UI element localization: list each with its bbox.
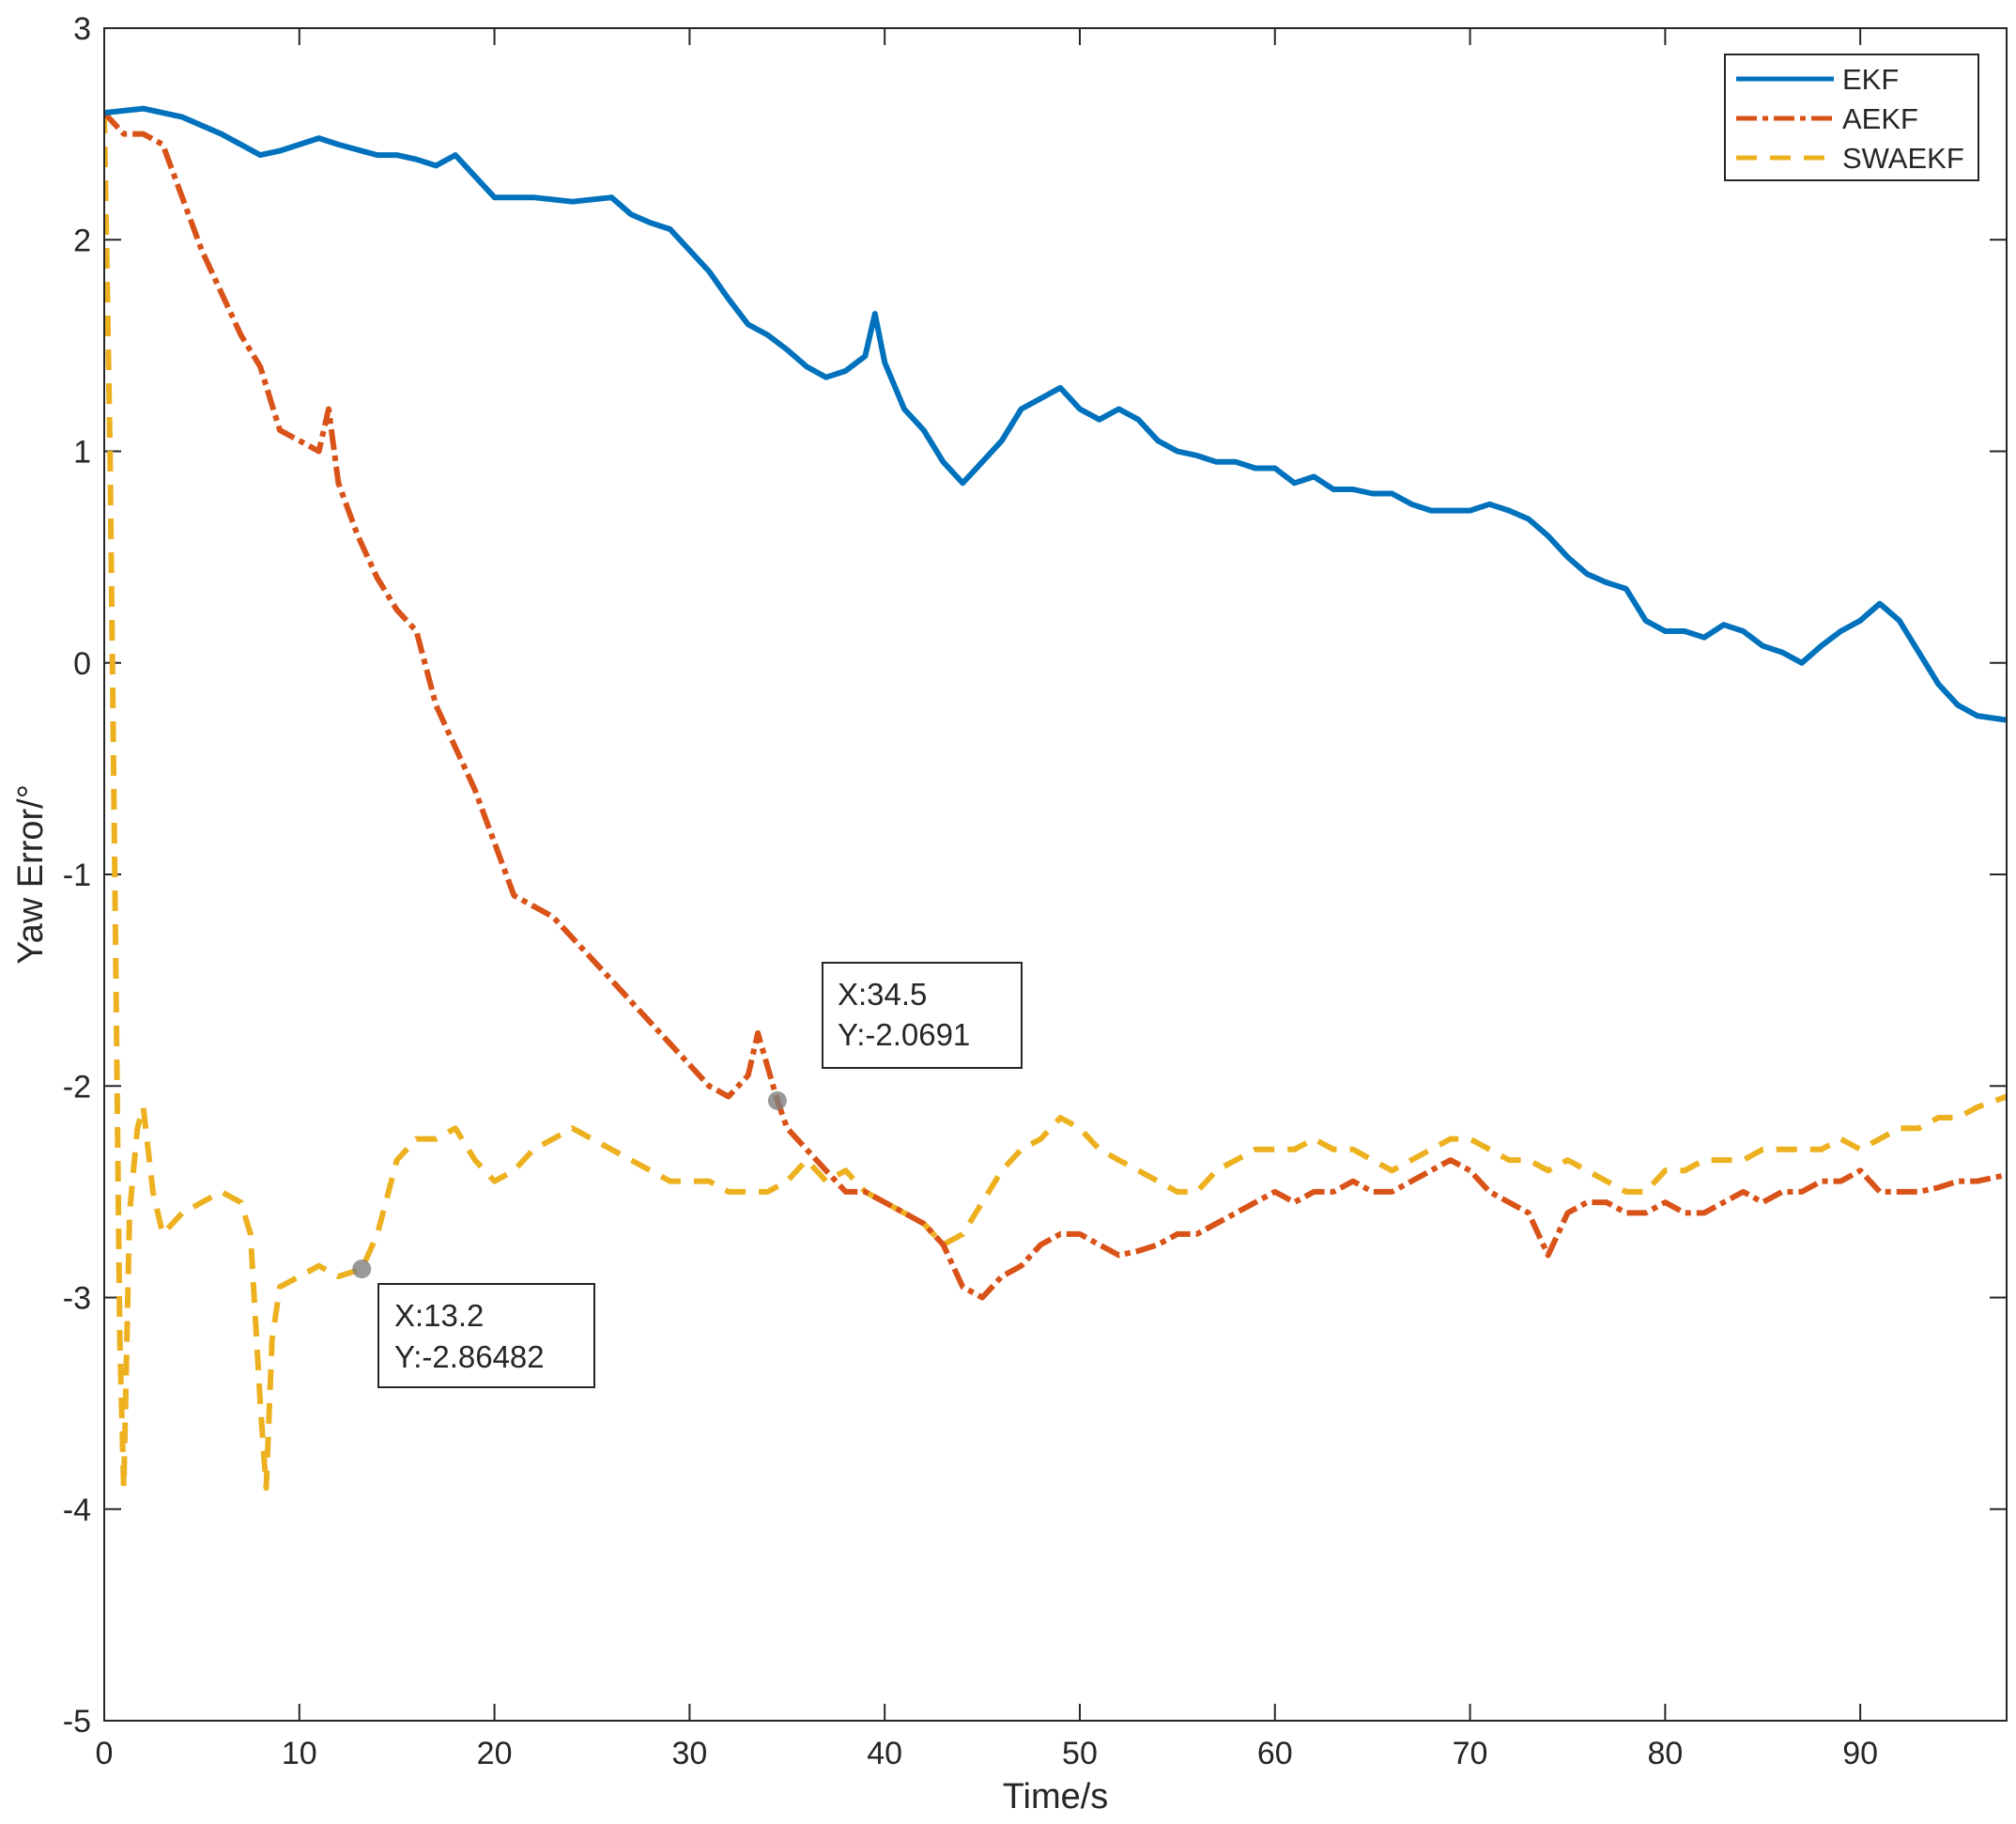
datatip-1-x-label: X:13.2 <box>394 1298 484 1333</box>
plot-frame <box>103 27 2008 1722</box>
x-tick-label-6: 60 <box>1257 1736 1293 1771</box>
datatip-1-y-label: Y:-2.86482 <box>394 1339 545 1374</box>
x-tick-label-2: 20 <box>477 1736 513 1771</box>
x-tick-label-5: 50 <box>1062 1736 1098 1771</box>
legend-label-aekf: AEKF <box>1842 102 1918 135</box>
y-tick-label-5: -2 <box>63 1069 91 1105</box>
x-tick-label-4: 40 <box>867 1736 902 1771</box>
datatip-box-1 <box>377 1283 595 1388</box>
datatip-2-y-label: Y:-2.0691 <box>838 1017 970 1052</box>
x-tick-label-3: 30 <box>671 1736 707 1771</box>
y-tick-label-1: 2 <box>73 223 91 258</box>
series-line-aekf <box>104 111 2007 1301</box>
y-tick-label-7: -4 <box>63 1492 91 1528</box>
series-layer <box>104 105 2007 1492</box>
y-tick-label-0: 3 <box>73 11 91 47</box>
legend-label-swaekf: SWAEKF <box>1842 142 1964 175</box>
x-tick-label-8: 80 <box>1647 1736 1683 1771</box>
x-tick-label-1: 10 <box>282 1736 317 1771</box>
y-tick-label-3: 0 <box>73 646 91 682</box>
y-tick-label-2: 1 <box>73 435 91 471</box>
datatip-2-x-label: X:34.5 <box>838 977 927 1012</box>
series-line-ekf <box>104 105 2007 723</box>
datatip-box-2 <box>822 962 1023 1069</box>
y-tick-label-8: -5 <box>63 1704 91 1739</box>
series-line-swaekf <box>104 113 2007 1492</box>
y-tick-label-6: -3 <box>63 1281 91 1317</box>
datatip-1: X:13.2 Y:-2.86482 <box>377 1283 595 1388</box>
datatip-2: X:34.5 Y:-2.0691 <box>822 962 1023 1069</box>
legend: EKF AEKF SWAEKF <box>1724 54 1979 181</box>
legend-label-ekf: EKF <box>1842 63 1899 96</box>
x-tick-label-9: 90 <box>1842 1736 1878 1771</box>
datatip-marker-2 <box>767 1090 787 1110</box>
y-axis-label: Yaw Error/° <box>11 784 51 965</box>
x-tick-label-0: 0 <box>96 1736 114 1771</box>
y-tick-label-4: -1 <box>63 858 91 893</box>
x-tick-label-7: 70 <box>1453 1736 1488 1771</box>
x-axis-label: Time/s <box>1003 1777 1109 1816</box>
datatip-marker-1 <box>352 1260 372 1279</box>
plot-background <box>104 28 2007 1721</box>
